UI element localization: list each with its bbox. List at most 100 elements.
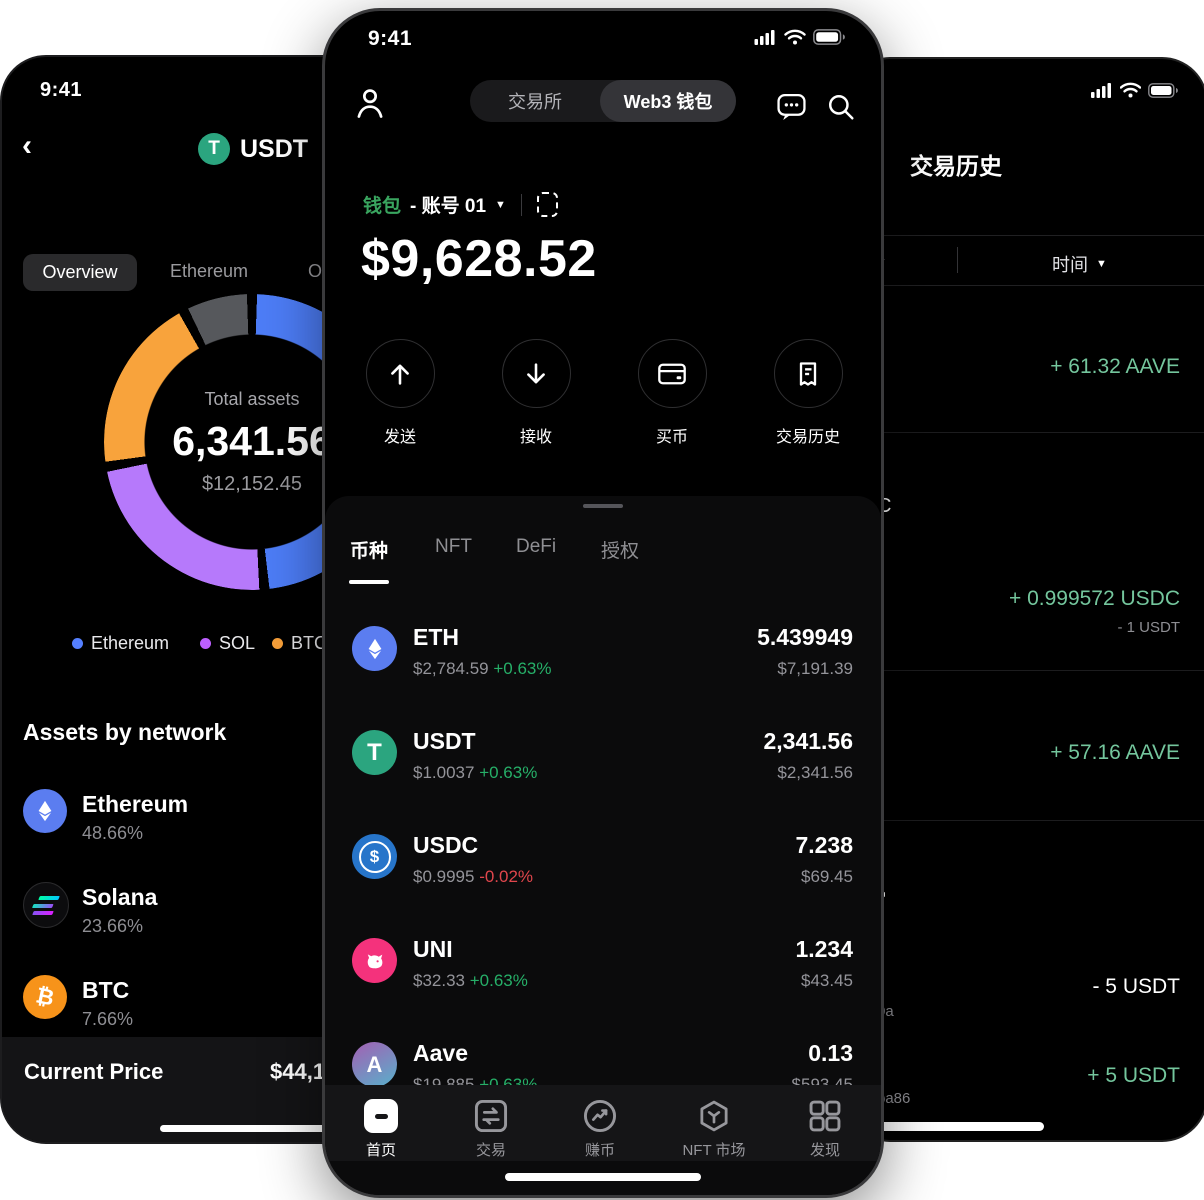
chat-icon[interactable] xyxy=(777,93,806,121)
tab-clipped[interactable]: O xyxy=(308,261,323,281)
signal-icon xyxy=(754,30,775,45)
tx-amount[interactable]: + 61.32 AAVE xyxy=(1050,355,1180,378)
history-circle xyxy=(773,339,843,408)
tx-amount[interactable]: + 57.16 AAVE xyxy=(1050,741,1180,764)
token-change: -0.02% xyxy=(479,867,534,886)
legend-dot-sol xyxy=(200,638,211,649)
action-send[interactable]: 发送 xyxy=(340,339,460,447)
profile-icon[interactable] xyxy=(355,87,385,119)
account-label: - 账号 01 xyxy=(410,196,487,217)
wallet-label: 钱包 xyxy=(363,196,402,217)
token-amount: 7.238 xyxy=(795,832,853,858)
action-history[interactable]: 交易历史 xyxy=(748,339,868,447)
tab-underline xyxy=(349,580,389,584)
token-row-usdc[interactable]: $ USDC $0.9995 -0.02% 7.238 $69.45 xyxy=(325,832,881,930)
filter-time-dropdown[interactable]: 时间 ▼ xyxy=(1052,251,1107,277)
legend-item-ethereum: Ethereum xyxy=(72,633,169,654)
status-time: 9:41 xyxy=(368,27,413,50)
usdt-token-icon: T xyxy=(352,730,397,775)
wifi-icon xyxy=(784,29,806,45)
token-price: $2,784.59 xyxy=(413,659,489,678)
tx-address-fragment: ba86 xyxy=(877,1090,911,1107)
tab-overview[interactable]: Overview xyxy=(23,254,137,291)
nav-earn[interactable]: 赚币 xyxy=(564,1099,636,1160)
token-row-eth[interactable]: ETH $2,784.59 +0.63% 5.439949 $7,191.39 xyxy=(325,624,881,722)
token-fiat: $69.45 xyxy=(801,867,853,886)
token-price: $32.33 xyxy=(413,971,465,990)
home-indicator[interactable] xyxy=(505,1173,701,1181)
nav-home[interactable]: 首页 xyxy=(345,1099,417,1160)
token-amount: 0.13 xyxy=(808,1040,853,1066)
drag-handle[interactable] xyxy=(583,504,623,508)
eth-token-icon xyxy=(352,626,397,671)
token-change: +0.63% xyxy=(479,763,538,782)
nav-nft-market[interactable]: NFT 市场 xyxy=(665,1099,763,1160)
token-amount: 1.234 xyxy=(795,936,853,962)
wallet-balance: $9,628.52 xyxy=(361,230,597,288)
tab-coins[interactable]: 币种 xyxy=(350,541,389,562)
home-indicator[interactable] xyxy=(160,1125,400,1132)
donut-center-labels: Total assets 6,341.56 $12,152.45 xyxy=(104,294,400,590)
buy-circle xyxy=(637,339,707,408)
tx-amount[interactable]: + 0.999572 USDC xyxy=(1008,587,1180,610)
legend-item-sol: SOL xyxy=(200,633,255,654)
token-symbol: Aave xyxy=(413,1040,468,1066)
token-fiat: $43.45 xyxy=(801,971,853,990)
signal-icon xyxy=(1091,83,1111,98)
action-receive[interactable]: 接收 xyxy=(476,339,596,447)
total-assets-value: 6,341.56 xyxy=(172,417,332,464)
right-phone: 交易历史 ▼ 时间 ▼ + 61.32 AAVE C + 0.999572 US… xyxy=(845,57,1204,1142)
action-label: 发送 xyxy=(383,429,416,446)
ethereum-network-icon xyxy=(23,789,67,833)
network-percent: 48.66% xyxy=(82,823,144,843)
action-label: 交易历史 xyxy=(775,429,840,446)
segment-exchange[interactable]: 交易所 xyxy=(508,92,562,112)
uni-token-icon xyxy=(352,938,397,983)
tab-ethereum[interactable]: Ethereum xyxy=(170,261,249,281)
home-icon xyxy=(364,1099,398,1133)
token-change: +0.63% xyxy=(469,971,528,990)
search-icon[interactable] xyxy=(827,93,855,121)
network-percent: 23.66% xyxy=(82,916,144,936)
filter-divider xyxy=(957,247,958,273)
tx-amount[interactable]: + 5 USDT xyxy=(1087,1064,1180,1087)
nav-trade[interactable]: 交易 xyxy=(455,1099,527,1160)
nav-discover[interactable]: 发现 xyxy=(789,1099,861,1160)
page-title: USDT xyxy=(240,135,309,163)
scan-copy-icon[interactable] xyxy=(536,192,558,217)
wifi-icon xyxy=(1120,82,1141,98)
receipt-icon xyxy=(799,361,817,386)
action-label: 接收 xyxy=(519,429,552,446)
nav-label: 发现 xyxy=(809,1142,840,1159)
account-selector[interactable]: 钱包 - 账号 01 ▼ xyxy=(363,191,558,218)
chevron-down-icon: ▼ xyxy=(1096,258,1107,270)
token-symbol: ETH xyxy=(413,624,459,650)
segment-web3-wallet[interactable]: Web3 钱包 xyxy=(600,80,736,122)
token-amount: 2,341.56 xyxy=(763,728,853,754)
tether-glyph: T xyxy=(367,738,382,766)
btc-network-icon: ₿ xyxy=(23,975,67,1019)
tx-amount[interactable]: - 5 USDT xyxy=(1092,975,1180,998)
action-buy[interactable]: 买币 xyxy=(612,339,732,447)
aave-glyph: A xyxy=(366,1051,383,1077)
arrow-down-icon xyxy=(527,362,545,383)
home-indicator[interactable] xyxy=(847,1122,1044,1131)
tab-defi[interactable]: DeFi xyxy=(516,536,557,557)
token-row-usdt[interactable]: T USDT $1.0037 +0.63% 2,341.56 $2,341.56 xyxy=(325,728,881,826)
back-chevron-icon[interactable]: ‹ xyxy=(22,129,32,162)
legend-label: BTC xyxy=(291,633,327,653)
tab-approvals[interactable]: 授权 xyxy=(601,541,640,562)
current-price-label: Current Price xyxy=(24,1059,164,1084)
bottom-nav: 首页 交易 赚币 NFT 市场 发现 xyxy=(325,1085,881,1161)
nav-label: 赚币 xyxy=(584,1142,615,1159)
nav-label: NFT 市场 xyxy=(682,1142,746,1159)
token-row-aave[interactable]: A Aave $19.885 +0.63% 0.13 $593.45 xyxy=(325,1040,881,1138)
solana-network-icon xyxy=(23,882,69,928)
earn-icon xyxy=(583,1099,617,1133)
battery-icon xyxy=(1148,82,1178,98)
trade-icon xyxy=(474,1099,508,1133)
token-row-uni[interactable]: UNI $32.33 +0.63% 1.234 $43.45 xyxy=(325,936,881,1034)
battery-icon xyxy=(813,29,845,45)
tab-nft[interactable]: NFT xyxy=(435,536,472,557)
token-amount: 5.439949 xyxy=(757,624,853,650)
